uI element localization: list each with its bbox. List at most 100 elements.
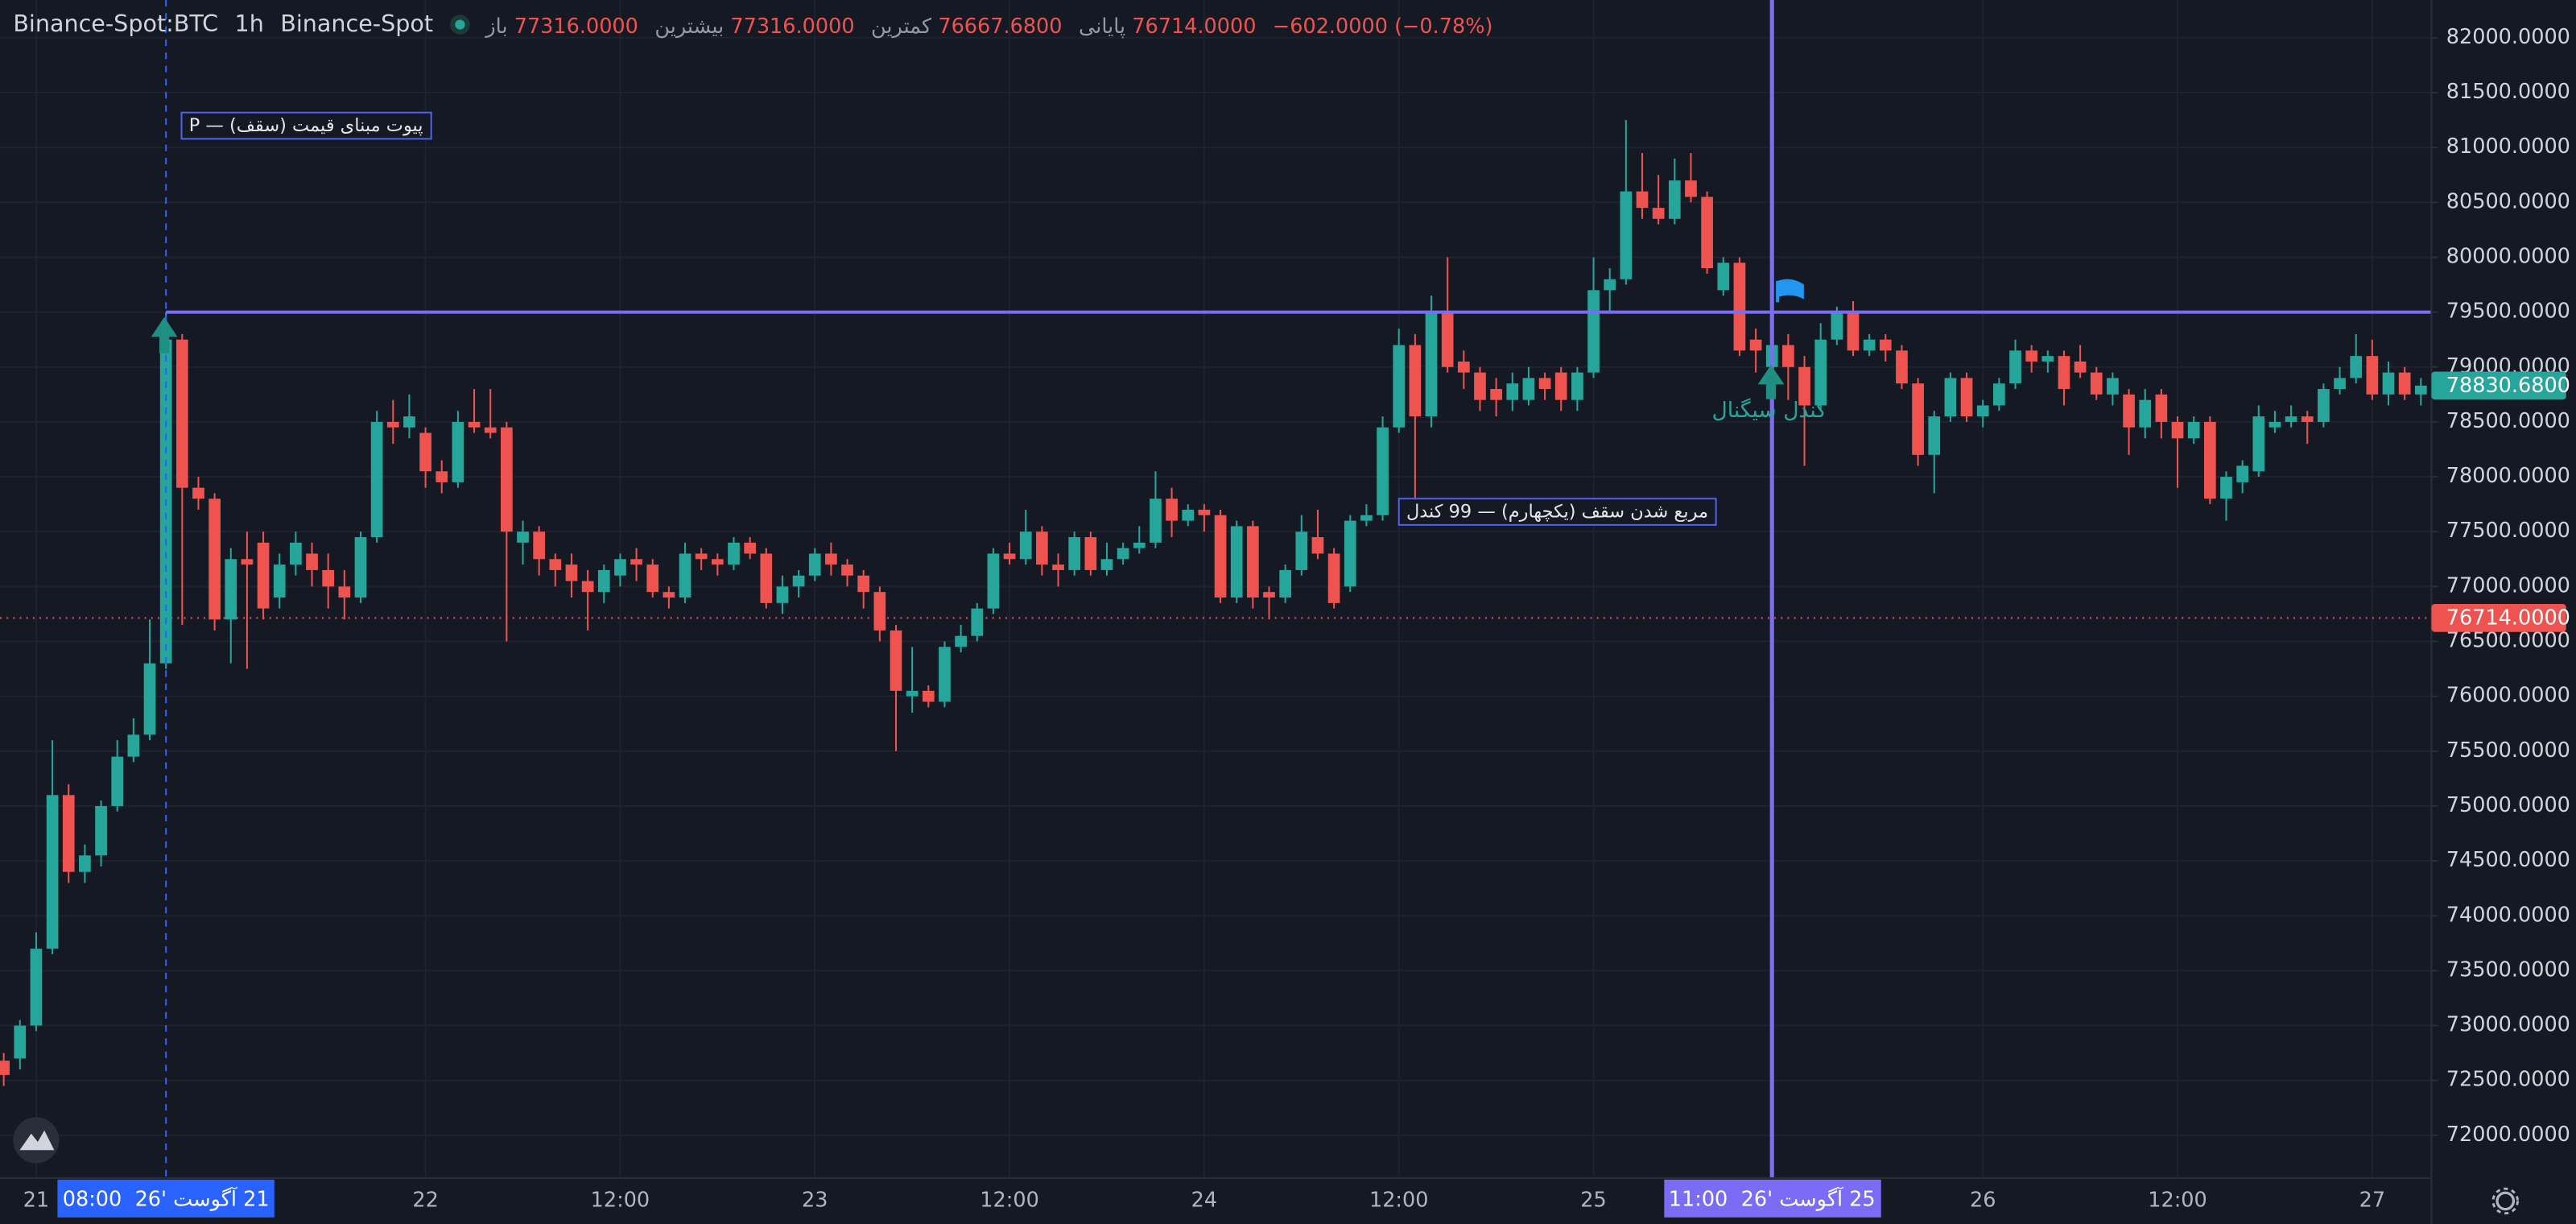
candle-body <box>2155 394 2168 422</box>
candle-body <box>1928 416 1941 455</box>
annotation-box[interactable]: پیوت مبنای قیمت (سقف) — P <box>180 111 431 140</box>
candle-body <box>1604 279 1616 291</box>
candle-body <box>1944 378 1957 417</box>
candle-body <box>452 421 464 482</box>
candle-body <box>306 553 318 570</box>
candle-body <box>143 663 156 735</box>
candle-body <box>1133 542 1146 548</box>
candle-body <box>1733 263 1746 351</box>
candle-body <box>1150 498 1162 543</box>
logo[interactable] <box>13 1117 60 1164</box>
candle-body <box>338 586 351 598</box>
candle-body <box>501 427 513 532</box>
candle-body <box>2252 416 2265 472</box>
candle-body <box>841 564 853 576</box>
candle-body <box>2139 399 2152 428</box>
candle-body <box>597 569 610 593</box>
y-tick-label: 75000.0000 <box>2446 793 2570 817</box>
candle-body <box>1912 383 1924 455</box>
candle-body <box>14 1025 27 1059</box>
signal-arrow <box>1757 364 1785 399</box>
y-tick-label: 75500.0000 <box>2446 738 2570 763</box>
x-tick-label: 12:00 <box>2148 1188 2207 1212</box>
candle-body <box>679 553 691 598</box>
candle-body <box>1847 312 1860 351</box>
candle-body <box>2123 394 2135 428</box>
candle-body <box>1717 263 1730 291</box>
candle-body <box>370 421 383 538</box>
candle-body <box>630 559 642 565</box>
settings-icon[interactable] <box>2491 1187 2519 1215</box>
candle-body <box>2382 372 2395 395</box>
legend-label: باز <box>485 12 508 37</box>
annotation-box[interactable]: مربع شدن سقف (یکچهارم) — 99 کندل <box>1397 498 1717 526</box>
candle-body <box>419 432 431 472</box>
candle-body <box>2350 356 2363 378</box>
candle-body <box>792 575 805 587</box>
candle-body <box>939 647 951 702</box>
candle-body <box>0 1061 10 1075</box>
x-tick-label: 24 <box>1191 1188 1217 1212</box>
signal-label: کندل سیگنال <box>1711 399 1827 424</box>
candle-body <box>922 690 935 702</box>
candle-body <box>1036 531 1048 565</box>
symbol[interactable]: Binance-Spot:BTC <box>13 11 219 38</box>
y-tick-label: 81000.0000 <box>2446 134 2570 159</box>
candle-body <box>1571 372 1583 400</box>
candle-body <box>111 756 124 806</box>
candle-body <box>2025 350 2038 362</box>
candle-body <box>1247 526 1259 598</box>
candle-body <box>1863 339 1876 351</box>
candle-body <box>744 542 756 554</box>
candle-body <box>208 498 221 620</box>
y-tick-label: 78000.0000 <box>2446 464 2570 488</box>
candle-body <box>1182 509 1195 521</box>
candle-body <box>1214 515 1227 598</box>
grid <box>0 0 2431 1178</box>
legend-value: 77316.0000 <box>514 12 638 37</box>
candle-body <box>1506 383 1519 400</box>
candle-body <box>354 537 367 598</box>
ohlc-legend: باز 77316.0000 بیشترین 77316.0000 کمترین 7666… <box>485 12 1256 37</box>
x-tick-label: 26 <box>1970 1188 1996 1212</box>
candle-body <box>2220 477 2232 499</box>
candle-body <box>614 559 626 576</box>
candle-body <box>2318 389 2330 422</box>
candle-body <box>1393 345 1406 428</box>
pivot-arrow <box>151 316 178 354</box>
candle-body <box>1554 372 1567 400</box>
legend-label: کمترین <box>870 12 932 37</box>
change: −602.0000 (−0.78%) <box>1272 12 1493 37</box>
candle-body <box>2334 378 2346 390</box>
candle-body <box>1457 361 1470 373</box>
candle-body <box>1782 345 1794 367</box>
crosshair-time: 08:00 <box>62 1186 122 1211</box>
candle-body <box>1198 509 1211 515</box>
flag-marker[interactable] <box>1776 279 1804 303</box>
candle-body <box>1798 366 1810 406</box>
candle-body <box>728 542 740 565</box>
candle-body <box>30 949 43 1026</box>
candle-body <box>711 559 724 565</box>
y-tick-label: 72000.0000 <box>2446 1123 2570 1147</box>
crosshair-date: 21 آگوست '26 <box>134 1186 270 1211</box>
candle-body <box>1538 378 1551 390</box>
candle-body <box>436 471 448 482</box>
x-tick-label: 23 <box>802 1188 828 1212</box>
header: Binance-Spot:BTC 1h Binance-Spot باز 7731… <box>13 11 1492 38</box>
y-tick-label: 76500.0000 <box>2446 629 2570 653</box>
candle-body <box>873 592 886 631</box>
candle-body <box>322 569 335 587</box>
candle-body <box>1425 312 1438 417</box>
crosshair-label: 08:00 21 آگوست '26 <box>57 1179 275 1218</box>
candle-body <box>760 553 773 603</box>
y-tick-label: 78500.0000 <box>2446 409 2570 433</box>
legend-value: 76667.6800 <box>938 12 1063 37</box>
candle-body <box>62 795 75 872</box>
candle-body <box>955 635 967 647</box>
interval[interactable]: 1h <box>234 11 264 38</box>
candle-body <box>1311 537 1324 554</box>
candle-body <box>2041 356 2054 362</box>
candle-body <box>241 559 254 565</box>
